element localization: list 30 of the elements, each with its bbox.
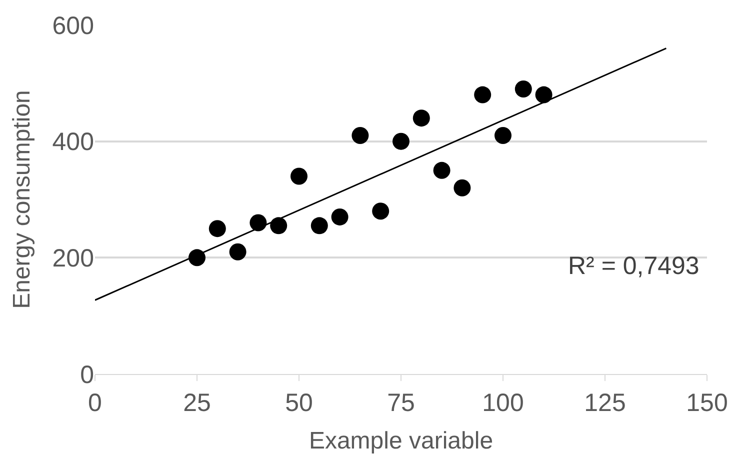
point (352, 127, 369, 144)
x-tick-label: 125 (584, 389, 626, 417)
point (454, 179, 471, 196)
point (535, 86, 552, 104)
y-tick-label: 200 (52, 244, 94, 272)
point (494, 127, 512, 144)
point (433, 162, 450, 179)
x-tick-label: 75 (387, 389, 415, 417)
y-tick-label: 0 (80, 360, 94, 389)
point (208, 220, 226, 238)
point (310, 217, 328, 234)
x-axis-title: Example variable (308, 427, 494, 454)
x-tick-label: 50 (285, 389, 313, 417)
x-tick-label: 150 (686, 389, 728, 417)
y-tick-label: 400 (52, 128, 94, 156)
y-tick-label: 600 (52, 12, 94, 40)
point (250, 214, 267, 232)
point (392, 132, 410, 150)
point (229, 243, 246, 260)
point (474, 86, 492, 104)
y-axis-title: Energy consumption (8, 90, 36, 309)
annotation: R² = 0,7493 (568, 252, 700, 280)
point (372, 202, 390, 220)
point (412, 110, 430, 127)
point (331, 208, 348, 226)
x-tick-label: 25 (183, 389, 211, 417)
point (290, 168, 308, 185)
point (270, 217, 288, 234)
x-tick-label: 100 (482, 389, 524, 417)
point (514, 80, 532, 98)
